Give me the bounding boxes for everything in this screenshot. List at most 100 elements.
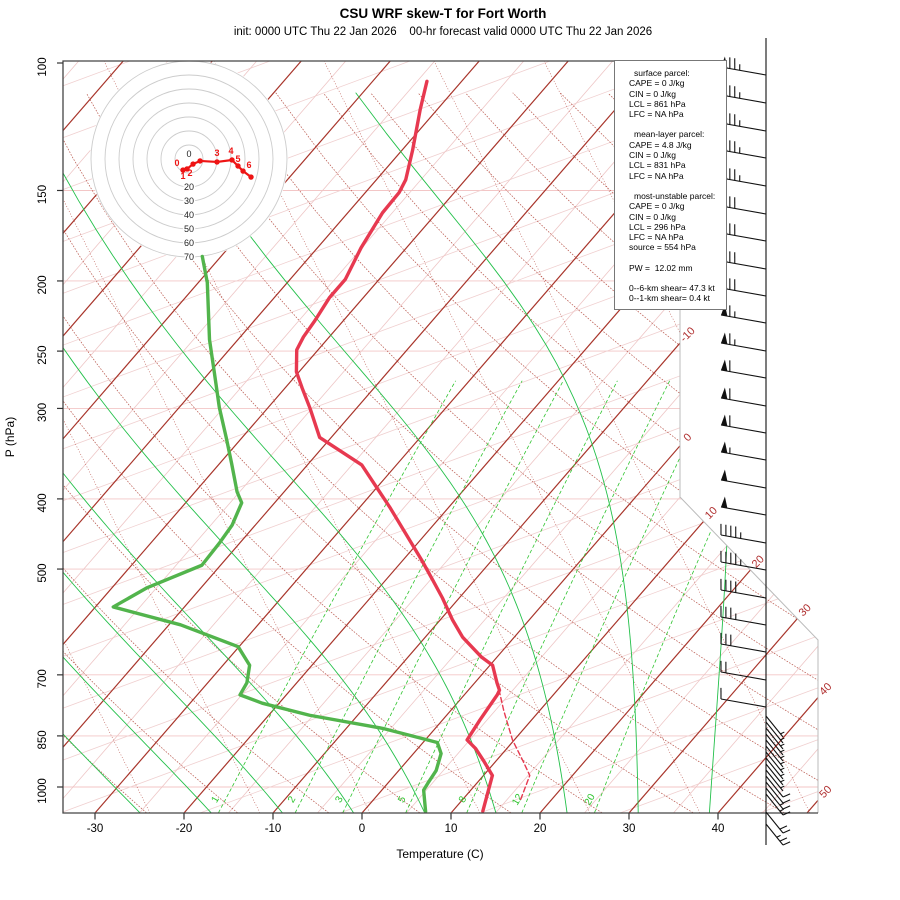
chart-label: 60 (184, 238, 194, 248)
wind-barb (720, 496, 767, 516)
wind-barb (765, 745, 785, 768)
chart-label: -10 (265, 823, 282, 835)
wind-barb (720, 441, 767, 461)
wind-barb (720, 578, 767, 599)
chart-label: 30 (184, 196, 194, 206)
chart-label: 20 (583, 792, 598, 808)
chart-label: 1 (210, 794, 223, 805)
chart-label: -30 (87, 823, 104, 835)
chart-label: 20 (184, 182, 194, 192)
chart-subtitle: init: 0000 UTC Thu 22 Jan 2026 00-hr for… (233, 26, 653, 38)
info-line: LFC = NA hPa (629, 109, 684, 120)
wind-barb (720, 250, 767, 270)
parcel-info-panel: surface parcel: CAPE = 0 J/kg CIN = 0 J/kg… (614, 60, 727, 310)
wind-barb (720, 387, 767, 407)
chart-label: -10 (678, 325, 698, 345)
chart-label: P (hPa) (3, 417, 17, 457)
chart-label: 40 (817, 681, 834, 698)
chart-label: 10 (703, 505, 720, 522)
wind-barb (720, 605, 767, 626)
chart-label: 400 (37, 493, 49, 512)
wind-barb (720, 550, 767, 571)
wind-barb (720, 359, 767, 379)
chart-label: 50 (184, 224, 194, 234)
wind-barb (720, 139, 767, 159)
chart-label: 850 (37, 730, 49, 749)
wind-barb (765, 715, 785, 738)
chart-label: 300 (37, 403, 49, 422)
chart-label: 200 (37, 275, 49, 294)
chart-label: 2 (188, 168, 193, 178)
info-section-header: most-unstable parcel: (634, 190, 716, 201)
chart-label: Temperature (C) (396, 847, 483, 861)
wind-barb (765, 793, 791, 816)
info-line: CIN = 0 J/kg (629, 150, 677, 161)
chart-label: 30 (797, 602, 814, 619)
wind-barb (765, 823, 791, 846)
wind-barb (765, 769, 785, 792)
wind-barb (720, 112, 767, 132)
chart-label: 0 (681, 431, 694, 444)
wind-barb (720, 523, 767, 544)
info-line: LFC = NA hPa (629, 170, 684, 181)
chart-label: 12 (510, 792, 525, 808)
wind-barb (765, 811, 791, 834)
chart-label: 30 (623, 823, 636, 835)
chart-label: 3 (214, 148, 219, 158)
wind-barb (765, 787, 791, 810)
chart-label: 1000 (37, 778, 49, 804)
wind-barb (720, 687, 767, 708)
info-line: 0--6-km shear= 47.3 kt (629, 283, 715, 294)
chart-label: 250 (37, 346, 49, 365)
chart-label: 100 (37, 57, 49, 76)
chart-label: 20 (534, 823, 547, 835)
info-line: CIN = 0 J/kg (629, 88, 677, 99)
info-line: LCL = 296 hPa (629, 221, 686, 232)
wind-barb (720, 660, 767, 681)
wind-barb (765, 757, 785, 780)
info-section: 0--6-km shear= 47.3 kt 0--1-km shear= 0.4… (629, 283, 724, 304)
wind-barb (720, 222, 767, 242)
wind-barb (765, 721, 785, 744)
chart-label: 40 (712, 823, 725, 835)
chart-label: 40 (184, 210, 194, 220)
wind-barb (720, 167, 767, 187)
info-line: PW = 12.02 mm (629, 262, 693, 273)
wind-barb (720, 277, 767, 297)
chart-label: 0 (359, 823, 365, 835)
chart-label: 2 (286, 794, 299, 805)
chart-label: 6 (247, 160, 252, 170)
chart-label: 500 (37, 563, 49, 582)
chart-label: 50 (817, 784, 834, 801)
chart-title: CSU WRF skew-T for Fort Worth (339, 6, 547, 21)
info-line: 0--1-km shear= 0.4 kt (629, 293, 711, 304)
parcel-trace (498, 689, 531, 801)
wind-barb (765, 733, 785, 756)
wind-barb (765, 781, 791, 804)
info-line: source = 554 hPa (629, 242, 696, 253)
wind-barb (720, 332, 767, 352)
chart-label: 150 (37, 185, 49, 204)
wind-barb (720, 56, 767, 76)
chart-label: 5 (396, 794, 409, 805)
chart-label: 5 (235, 154, 240, 164)
chart-label: 70 (184, 252, 194, 262)
info-line: CAPE = 0 J/kg (629, 78, 685, 89)
info-line: LCL = 831 hPa (629, 160, 686, 171)
info-line: CAPE = 0 J/kg (629, 201, 685, 212)
wind-barb (720, 84, 767, 104)
chart-label: 8 (457, 794, 470, 805)
info-section: most-unstable parcel: CAPE = 0 J/kg CIN = … (629, 191, 724, 253)
info-line: LCL = 861 hPa (629, 98, 686, 109)
axes: -30 -20 -10 0 10 20 30 401001502002503004005007… (3, 57, 724, 861)
chart-label: -20 (176, 823, 193, 835)
wind-barb (765, 739, 785, 762)
info-section-header: surface parcel: (634, 68, 690, 78)
chart-label: 4 (228, 146, 233, 156)
wind-barb (765, 751, 785, 774)
wind-barb (765, 775, 791, 798)
wind-barb (720, 195, 767, 215)
